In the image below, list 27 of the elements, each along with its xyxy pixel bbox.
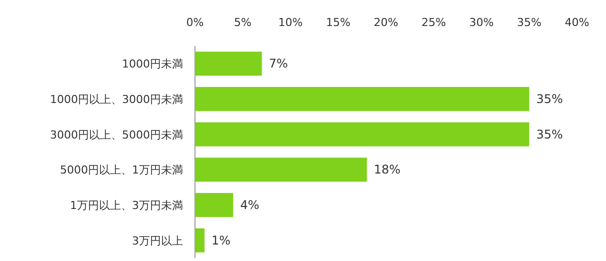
y-tick-label: 3000円以上、5000円未満 (50, 128, 183, 142)
x-tick-label: 35% (517, 16, 542, 29)
x-tick-label: 20% (374, 16, 398, 29)
x-tick-label: 40% (564, 16, 590, 29)
y-tick-label: 3万円以上 (132, 234, 183, 248)
data-label: 7% (268, 56, 288, 71)
x-tick-label: 15% (326, 16, 350, 29)
data-label: 1% (212, 233, 231, 248)
bar (195, 228, 205, 252)
bar (195, 52, 262, 76)
bar (195, 192, 234, 218)
data-label: 18% (374, 162, 401, 177)
x-tick-label: 0% (186, 16, 204, 29)
bar (195, 122, 530, 146)
data-label: 35% (536, 127, 563, 142)
bar (195, 158, 367, 182)
x-tick-label: 30% (469, 16, 494, 29)
y-tick-label: 1000円以上、3000円未満 (50, 93, 183, 106)
y-tick-label: 5000円以上、1万円未満 (60, 164, 183, 177)
x-tick-label: 25% (422, 16, 446, 29)
y-tick-label: 1万円以上、3万円未満 (70, 199, 183, 212)
data-label: 4% (240, 198, 260, 212)
x-tick-label: 10% (278, 16, 303, 29)
y-tick-label: 1000円未満 (122, 58, 183, 71)
data-label: 35% (536, 92, 563, 106)
bar (195, 86, 530, 112)
x-tick-label: 5% (234, 16, 252, 29)
